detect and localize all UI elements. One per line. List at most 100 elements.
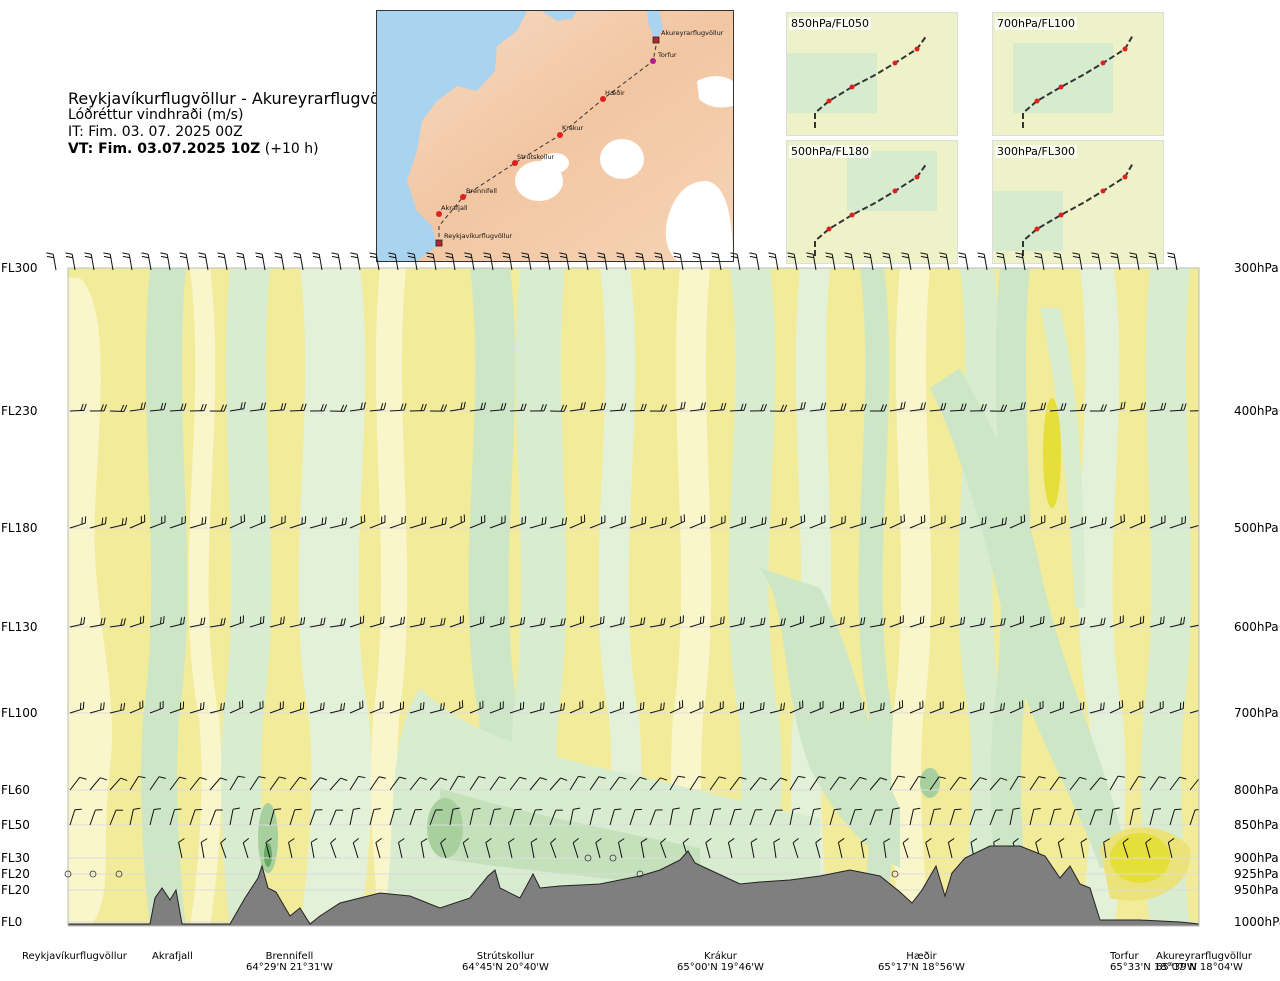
wind-barb	[509, 701, 525, 714]
barb-feather	[783, 617, 786, 625]
barb-feather	[643, 617, 646, 625]
wind-barb	[289, 516, 307, 529]
barb-feather	[283, 616, 285, 624]
barb-staff	[309, 623, 324, 628]
barb-feather	[494, 808, 502, 811]
barb-feather	[174, 808, 182, 811]
barb-feather	[901, 255, 909, 259]
barb-staff	[299, 254, 304, 271]
barb-feather	[1103, 702, 1105, 710]
calm-marker	[89, 870, 97, 878]
wind-barb	[189, 617, 206, 628]
wind-barb	[229, 615, 244, 628]
wind-barb	[109, 618, 126, 628]
barb-staff	[369, 409, 384, 412]
barb-staff	[1169, 522, 1186, 529]
wind-barb	[1122, 837, 1129, 859]
barb-feather	[560, 404, 565, 412]
wind-barb	[509, 516, 527, 529]
wind-barb	[1009, 401, 1026, 412]
wind-barb	[616, 252, 627, 271]
barb-feather	[640, 838, 648, 843]
barb-staff	[429, 624, 444, 628]
barb-feather	[680, 402, 683, 410]
barb-feather	[561, 518, 564, 526]
wind-barb	[426, 252, 437, 271]
barb-feather	[673, 252, 681, 255]
wind-barb	[209, 617, 226, 628]
map-label-brennifell: Brennifell	[466, 187, 497, 195]
barb-staff	[409, 777, 421, 791]
barb-feather	[265, 838, 272, 843]
barb-feather	[323, 617, 326, 625]
barb-feather	[862, 701, 865, 709]
wind-barb	[509, 616, 526, 628]
barb-staff	[809, 707, 824, 714]
mini-map-850-pt	[914, 46, 920, 52]
barb-feather	[560, 618, 563, 626]
barb-staff	[1189, 524, 1199, 529]
barb-staff	[1021, 254, 1026, 271]
barb-staff	[850, 254, 855, 271]
barb-staff	[413, 254, 418, 271]
barb-feather	[122, 255, 130, 259]
waypoint-label: Hæðir 65°17'N 18°56'W	[878, 951, 965, 973]
barb-feather	[343, 618, 346, 626]
barb-feather	[880, 618, 883, 626]
barb-feather	[407, 252, 415, 255]
barb-feather	[883, 702, 885, 710]
mini-map-850-pt	[892, 60, 898, 66]
barb-feather	[840, 617, 842, 625]
barb-staff	[289, 776, 301, 791]
barb-staff	[440, 842, 447, 859]
barb-staff	[774, 254, 779, 271]
wind-barb	[549, 517, 567, 529]
wind-barb	[169, 808, 182, 826]
barb-feather	[705, 837, 712, 843]
barb-staff	[1149, 622, 1164, 628]
barb-feather	[199, 702, 202, 710]
barb-feather	[620, 403, 624, 411]
barb-staff	[389, 409, 405, 412]
wind-barb	[669, 700, 684, 714]
barb-staff	[409, 708, 424, 714]
wind-barb	[149, 402, 167, 412]
barb-staff	[69, 809, 76, 826]
barb-feather	[543, 404, 547, 412]
barb-feather	[884, 516, 887, 524]
barb-feather	[79, 776, 87, 780]
barb-staff	[469, 521, 486, 529]
barb-staff	[1145, 842, 1151, 859]
wind-barb	[529, 404, 547, 412]
wind-barb	[289, 616, 306, 628]
wind-barb	[189, 516, 207, 529]
barb-staff	[249, 707, 264, 714]
barb-staff	[869, 809, 876, 826]
barb-feather	[331, 252, 339, 255]
barb-staff	[829, 707, 844, 714]
barb-staff	[641, 254, 646, 271]
barb-staff	[589, 521, 606, 529]
barb-staff	[869, 254, 874, 271]
wind-barb	[689, 402, 707, 412]
mini-map-850-pt	[826, 98, 832, 104]
barb-feather	[654, 255, 662, 259]
barb-staff	[909, 408, 924, 412]
barb-feather	[740, 617, 743, 625]
pressure-level-label: 300hPa	[1234, 261, 1279, 275]
wind-barb	[209, 777, 228, 791]
barb-staff	[755, 254, 760, 271]
barb-staff	[229, 408, 244, 412]
wind-barb	[1109, 775, 1125, 791]
wind-barb	[293, 252, 304, 271]
wind-barb	[969, 403, 987, 412]
barb-staff	[717, 254, 722, 271]
barb-feather	[141, 255, 149, 259]
barb-feather	[103, 702, 105, 710]
barb-feather	[523, 403, 527, 411]
field-band	[141, 268, 188, 926]
barb-staff	[689, 707, 704, 714]
barb-staff	[709, 521, 726, 529]
wind-barb	[550, 837, 557, 859]
wind-barb	[749, 404, 767, 412]
